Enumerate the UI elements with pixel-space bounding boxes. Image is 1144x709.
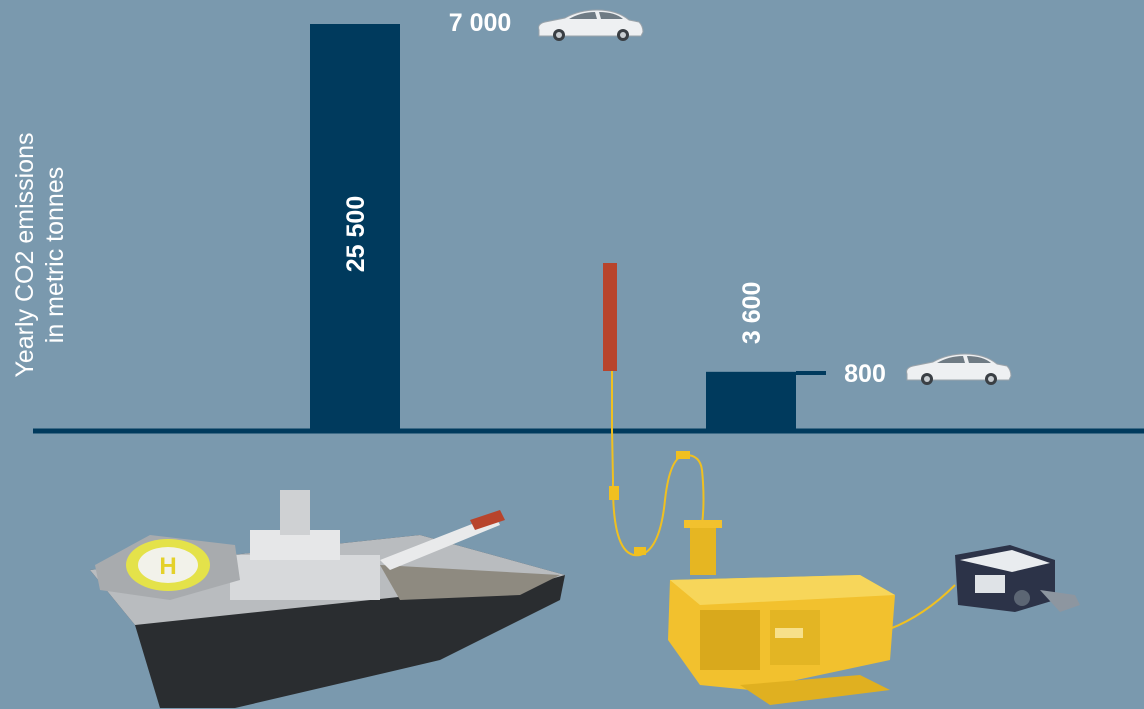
annotation-label-800: 800 xyxy=(844,360,886,388)
cable-float-icon xyxy=(609,486,619,500)
subsea-template-icon xyxy=(668,520,895,705)
bar-value-label-subsea: 3 600 xyxy=(738,282,766,345)
bar-value-label-vessel: 25 500 xyxy=(342,196,370,272)
y-axis-label-line-1: Yearly CO2 emissions xyxy=(11,132,39,378)
y-axis-label: Yearly CO2 emissions in metric tonnes xyxy=(10,90,70,420)
bar-vessel xyxy=(310,24,400,429)
offshore-vessel-icon: H xyxy=(90,490,565,708)
svg-text:H: H xyxy=(159,553,176,580)
car-icon xyxy=(906,353,1012,385)
car-icon xyxy=(538,9,644,41)
cable-float-icon xyxy=(634,547,646,555)
buoy-icon xyxy=(603,263,617,371)
cable-float-icon xyxy=(676,451,690,459)
bar-subsea xyxy=(706,371,796,429)
y-axis-label-line-2: in metric tonnes xyxy=(41,166,69,344)
annotation-label-7000: 7 000 xyxy=(449,9,512,37)
rov-icon xyxy=(955,545,1080,612)
